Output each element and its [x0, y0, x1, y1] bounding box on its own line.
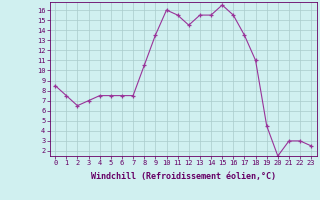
X-axis label: Windchill (Refroidissement éolien,°C): Windchill (Refroidissement éolien,°C): [91, 172, 276, 181]
